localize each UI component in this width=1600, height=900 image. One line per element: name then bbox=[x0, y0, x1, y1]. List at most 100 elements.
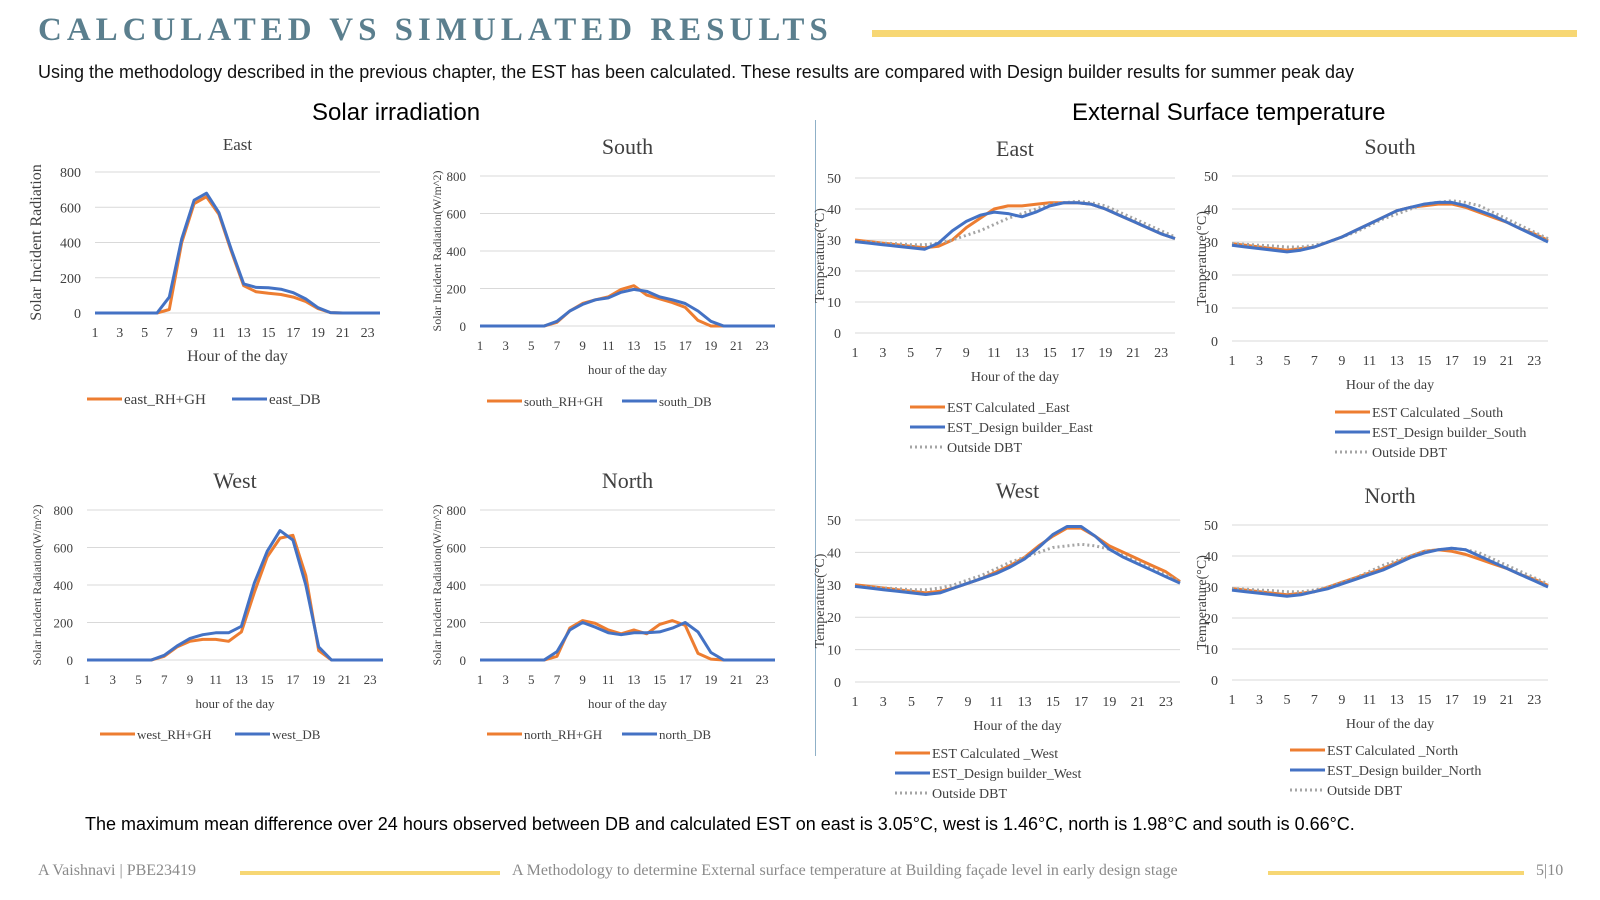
legend-entry: EST Calculated _South bbox=[1335, 406, 1503, 421]
x-tick-label: 13 bbox=[1390, 693, 1404, 708]
y-tick-label: 20 bbox=[827, 611, 841, 626]
x-tick-label: 17 bbox=[1074, 695, 1088, 710]
y-tick-label: 200 bbox=[447, 616, 467, 631]
y-tick-label: 40 bbox=[827, 546, 841, 561]
y-tick-label: 800 bbox=[54, 503, 74, 518]
x-tick-label: 3 bbox=[879, 346, 886, 361]
legend-label: EST_Design builder_North bbox=[1327, 764, 1481, 779]
legend-label: north_RH+GH bbox=[524, 727, 602, 742]
x-tick-label: 1 bbox=[1229, 693, 1236, 708]
x-tick-label: 9 bbox=[963, 346, 970, 361]
y-tick-label: 10 bbox=[1204, 643, 1218, 658]
x-tick-label: 3 bbox=[880, 695, 887, 710]
y-tick-label: 20 bbox=[1204, 612, 1218, 627]
legend-label: east_DB bbox=[269, 392, 321, 408]
y-tick-label: 50 bbox=[1204, 170, 1218, 185]
y-axis-label: Temperature(°C) bbox=[1195, 211, 1210, 306]
series-line-design_builder bbox=[854, 201, 1176, 251]
x-tick-label: 9 bbox=[187, 672, 194, 687]
x-tick-label: 9 bbox=[191, 326, 198, 341]
legend-entry: east_RH+GH bbox=[87, 392, 206, 408]
x-tick-label: 23 bbox=[364, 672, 377, 687]
series-line-design_builder bbox=[87, 529, 383, 662]
chart-title: South bbox=[1364, 134, 1415, 159]
x-tick-label: 3 bbox=[1256, 354, 1263, 369]
y-axis-label: Solar Incident Radiation(W/m^2) bbox=[430, 171, 444, 332]
legend-label: EST_Design builder_South bbox=[1372, 426, 1526, 441]
x-tick-label: 11 bbox=[212, 326, 225, 341]
x-tick-label: 15 bbox=[653, 338, 666, 353]
y-tick-label: 30 bbox=[1204, 581, 1218, 596]
series-line-calculated bbox=[480, 619, 775, 662]
x-tick-label: 9 bbox=[1338, 354, 1345, 369]
x-tick-label: 21 bbox=[1500, 693, 1514, 708]
legend-label: west_RH+GH bbox=[137, 727, 212, 742]
x-tick-label: 15 bbox=[1046, 695, 1060, 710]
x-tick-label: 17 bbox=[679, 672, 693, 687]
x-tick-label: 11 bbox=[602, 338, 615, 353]
y-tick-label: 200 bbox=[60, 272, 81, 287]
y-tick-label: 30 bbox=[1204, 236, 1218, 251]
x-tick-label: 1 bbox=[1229, 354, 1236, 369]
series-line-calculated bbox=[95, 195, 380, 315]
legend-label: EST Calculated _East bbox=[947, 401, 1070, 416]
x-tick-label: 17 bbox=[1071, 346, 1085, 361]
y-tick-label: 600 bbox=[447, 207, 467, 222]
x-tick-label: 15 bbox=[261, 326, 275, 341]
x-tick-label: 11 bbox=[602, 672, 615, 687]
legend-label: EST_Design builder_East bbox=[947, 421, 1093, 436]
x-tick-label: 17 bbox=[679, 338, 693, 353]
y-tick-label: 30 bbox=[827, 579, 841, 594]
x-tick-label: 7 bbox=[161, 672, 168, 687]
x-tick-label: 11 bbox=[1363, 354, 1376, 369]
legend-entry: west_RH+GH bbox=[100, 727, 212, 742]
chart-title: North bbox=[1364, 483, 1415, 508]
legend-entry: Outside DBT bbox=[1335, 446, 1448, 461]
y-axis-label: Temperature(°C) bbox=[813, 208, 828, 303]
x-tick-label: 17 bbox=[1445, 693, 1459, 708]
y-tick-label: 50 bbox=[1204, 519, 1218, 534]
y-tick-label: 0 bbox=[74, 307, 81, 322]
x-tick-label: 3 bbox=[109, 672, 116, 687]
x-tick-label: 3 bbox=[502, 338, 509, 353]
legend-entry: east_DB bbox=[232, 392, 321, 408]
chart-solar-west: West 0 200 400 600 800 1 3 5 7 9 11 13 15 17 19 21 23 hour… bbox=[25, 468, 405, 768]
x-tick-label: 5 bbox=[908, 695, 915, 710]
series-line-dbt bbox=[1231, 546, 1549, 594]
legend-label: west_DB bbox=[272, 727, 321, 742]
x-tick-label: 13 bbox=[627, 338, 640, 353]
footer-line-left bbox=[240, 871, 500, 875]
x-tick-label: 7 bbox=[166, 326, 173, 341]
footer-thesis-title: A Methodology to determine External surf… bbox=[512, 862, 1178, 879]
series-line-calculated bbox=[87, 533, 383, 662]
x-tick-label: 15 bbox=[653, 672, 666, 687]
x-tick-label: 21 bbox=[1126, 346, 1140, 361]
y-tick-label: 40 bbox=[1204, 203, 1218, 218]
y-tick-label: 50 bbox=[827, 514, 841, 529]
x-tick-label: 21 bbox=[730, 672, 743, 687]
x-tick-label: 23 bbox=[1154, 346, 1168, 361]
series-line-design_builder bbox=[480, 621, 775, 662]
x-axis-label: hour of the day bbox=[588, 362, 668, 377]
y-tick-label: 0 bbox=[834, 327, 841, 342]
x-tick-label: 23 bbox=[1527, 354, 1541, 369]
x-tick-label: 11 bbox=[209, 672, 222, 687]
page-subtitle: Using the methodology described in the p… bbox=[38, 62, 1355, 82]
x-tick-label: 21 bbox=[1131, 695, 1145, 710]
legend-entry: EST Calculated _East bbox=[910, 401, 1070, 416]
x-tick-label: 9 bbox=[579, 338, 586, 353]
legend-label: south_DB bbox=[659, 394, 712, 409]
x-tick-label: 7 bbox=[554, 672, 561, 687]
x-tick-label: 13 bbox=[237, 326, 251, 341]
chart-solar-south: South 0 200 400 600 800 1 3 5 7 9 11 13 15 17 19 21 23 hou… bbox=[425, 128, 805, 428]
x-tick-label: 7 bbox=[1311, 354, 1318, 369]
legend-entry: Outside DBT bbox=[895, 787, 1008, 802]
footer-author: A Vaishnavi | PBE23419 bbox=[38, 862, 197, 879]
x-tick-label: 9 bbox=[1338, 693, 1345, 708]
y-tick-label: 800 bbox=[447, 503, 467, 518]
x-tick-label: 3 bbox=[116, 326, 123, 341]
legend-entry: EST_Design builder_West bbox=[895, 767, 1081, 782]
section-divider bbox=[815, 120, 816, 756]
legend-label: EST_Design builder_West bbox=[932, 767, 1081, 782]
chart-est-east: East 0 10 20 30 40 50 1 3 5 7 9 11 13 15 17 19 21 23 Hour o… bbox=[813, 128, 1210, 463]
